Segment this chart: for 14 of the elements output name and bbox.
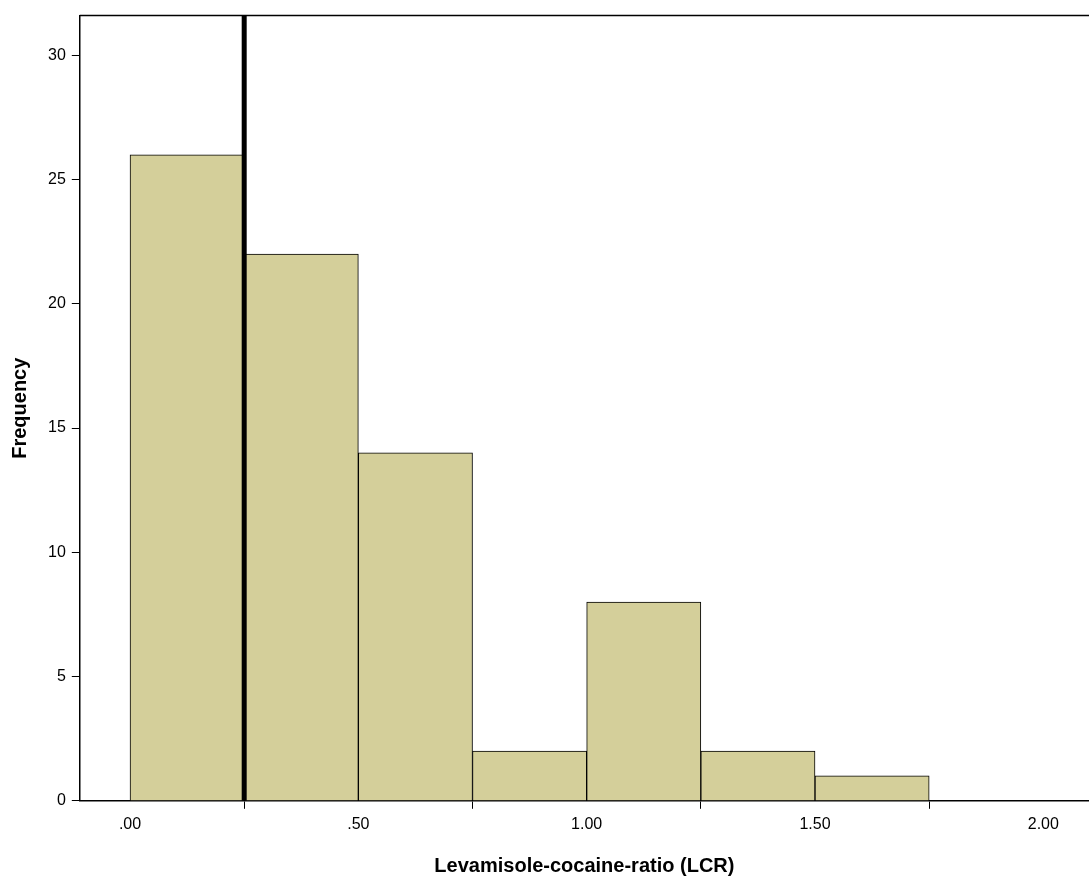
x-axis-title: Levamisole-cocaine-ratio (LCR) [434,853,735,876]
y-axis-title: Frequency [7,356,30,459]
x-tick-label: 2.00 [1027,814,1060,832]
y-tick-label: 30 [48,45,66,63]
y-tick-label: 15 [48,418,66,436]
x-tick-label: 1.00 [571,814,603,832]
x-tick-label: 1.50 [799,814,831,832]
y-tick-label: 25 [48,170,66,187]
x-tick-label: .00 [118,814,142,832]
y-tick-label: 20 [48,294,66,312]
y-tick-label: 5 [56,666,66,684]
x-tick-label: .50 [347,814,370,832]
y-tick-label: 10 [48,542,66,560]
y-tick-label: 0 [56,791,66,809]
